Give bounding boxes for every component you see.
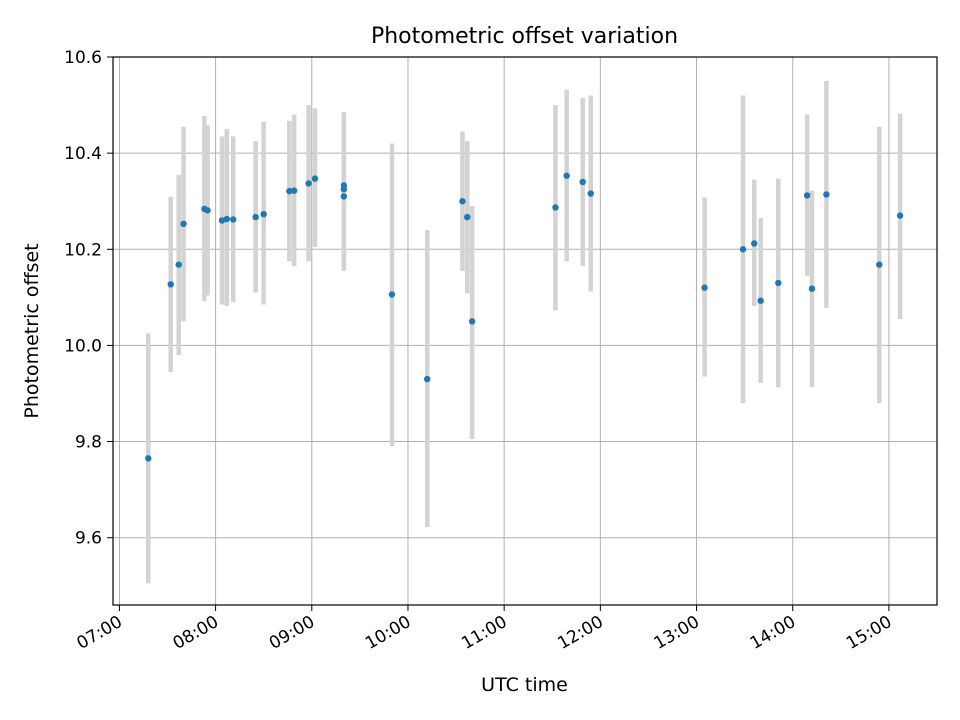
error-bars	[146, 81, 903, 584]
data-point	[223, 215, 231, 223]
y-tick-label: 10.0	[64, 336, 102, 356]
y-tick-label: 10.4	[64, 144, 102, 164]
x-tick-label: 12:00	[554, 612, 606, 654]
grid	[113, 56, 937, 605]
data-point	[145, 455, 152, 462]
data-point	[286, 187, 293, 195]
chart-title: Photometric offset variation	[371, 24, 678, 49]
data-point	[260, 210, 267, 218]
data-point	[464, 213, 471, 221]
data-point	[757, 297, 764, 304]
x-tick-label: 14:00	[747, 612, 799, 654]
data-point	[563, 172, 570, 179]
data-point	[204, 207, 211, 214]
data-point	[218, 217, 226, 224]
data-point	[775, 279, 782, 287]
x-axis: 07:00 08:00 09:00 10:00 11:00 12:00 13:00 14:00…	[73, 605, 895, 654]
data-point	[701, 284, 708, 291]
data-point	[739, 246, 747, 253]
data-point	[230, 216, 237, 223]
x-tick-label: 11:00	[458, 612, 510, 654]
data-point	[340, 185, 348, 193]
data-point	[587, 190, 594, 197]
data-point	[803, 192, 811, 199]
data-point	[311, 175, 319, 182]
data-point	[579, 178, 586, 186]
x-tick-label: 09:00	[266, 612, 318, 654]
data-point	[468, 318, 476, 325]
data-point	[290, 187, 298, 194]
y-axis: 9.6 9.8 10.0 10.2 10.4 10.6	[64, 48, 113, 549]
data-point	[823, 191, 830, 198]
data-point	[252, 213, 259, 221]
data-point	[876, 261, 883, 268]
data-point	[552, 204, 559, 211]
x-axis-label: UTC time	[481, 674, 568, 696]
y-tick-label: 9.6	[75, 529, 102, 549]
y-axis-label: Photometric offset	[21, 243, 43, 418]
x-tick-label: 13:00	[651, 612, 703, 654]
data-point	[340, 193, 348, 200]
x-tick-label: 08:00	[170, 612, 222, 654]
data-point	[751, 240, 758, 247]
y-tick-label: 9.8	[75, 433, 102, 453]
plot-frame	[112, 56, 938, 606]
data-point	[424, 375, 431, 383]
y-tick-label: 10.6	[64, 48, 102, 68]
data-point	[896, 212, 904, 219]
data-point	[167, 281, 174, 288]
x-tick-label: 07:00	[73, 612, 125, 654]
x-tick-label: 15:00	[843, 612, 895, 654]
data-point	[388, 291, 396, 298]
y-tick-label: 10.2	[64, 240, 102, 260]
data-points	[145, 172, 904, 462]
data-point	[808, 285, 816, 292]
data-point	[180, 220, 187, 228]
data-point	[459, 198, 466, 205]
x-tick-label: 10:00	[362, 612, 414, 654]
data-point	[175, 261, 182, 268]
data-point	[305, 180, 312, 187]
